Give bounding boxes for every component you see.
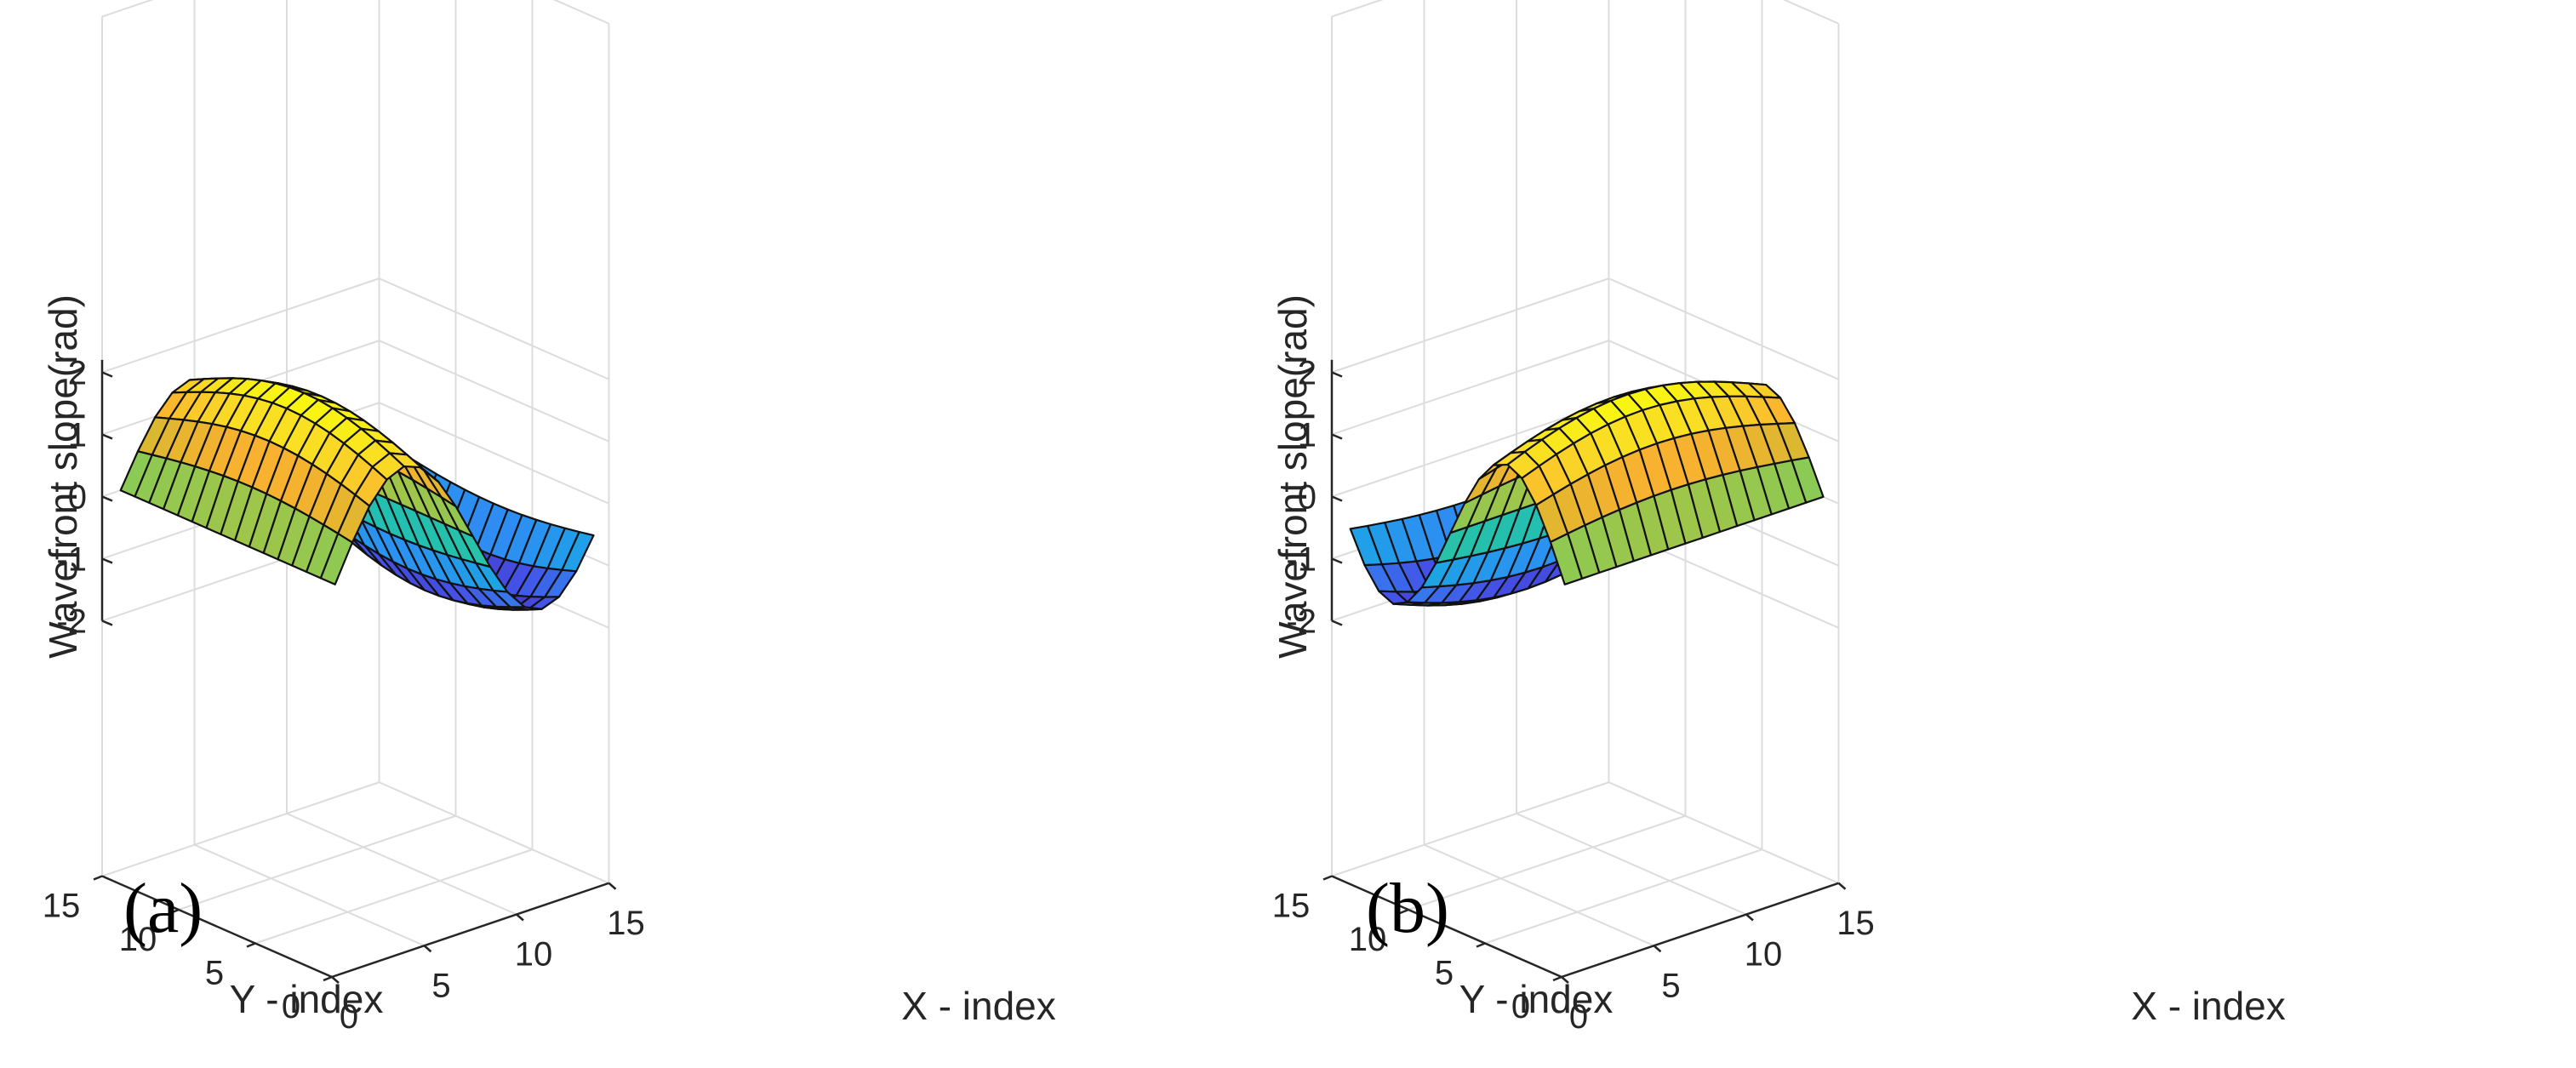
panel-b-floor-grid-y	[1331, 781, 1609, 877]
panel-b-z-tick	[1331, 433, 1343, 440]
panel-a-x-tick-label: 10	[515, 936, 553, 974]
panel-a-floor-grid-y	[254, 848, 533, 945]
panel-a-y-tick	[169, 908, 180, 915]
panel-a-z-tick	[101, 495, 113, 502]
panel-a-surface	[119, 377, 595, 611]
panel-a-x-tick-label: 0	[340, 998, 358, 1036]
panel-b-z-tick-label: 2	[1298, 355, 1317, 392]
panel-b-floor-grid-x	[1516, 813, 1747, 916]
panel-a-z-tick-label: -1	[56, 541, 87, 579]
panel-b-labels: Wavefront slope(rad) Y - index X - index…	[1271, 294, 2286, 1028]
panel-b-y-tick-label: 10	[1349, 921, 1387, 958]
panel-a-z-tick	[101, 433, 113, 440]
panel-b-floor-grid-y	[1408, 814, 1686, 911]
panel-a-z-tick-label: -2	[56, 603, 87, 641]
panel-a-x-tick	[516, 913, 524, 922]
panel-a-z-tick	[101, 371, 113, 378]
panel-b-x-axis	[1561, 882, 1839, 979]
panel-a-x-tick	[331, 976, 340, 984]
panel-a-z-tick-label: 1	[68, 417, 87, 454]
panel-b-z-tick	[1331, 557, 1343, 564]
panel-b-x-tick-label: 5	[1661, 967, 1680, 1004]
panel-b-z-tick	[1331, 371, 1343, 378]
panel-a-floor-grid-y	[178, 814, 456, 911]
panel-a-y-tick	[246, 942, 256, 948]
panel-b-x-tick	[1837, 882, 1847, 890]
panel-a-surface-cell	[319, 532, 354, 585]
panel-a-y-tick-label: 0	[282, 988, 300, 1025]
panel-b-z-axis-label: Wavefront slope(rad)	[1271, 294, 1315, 659]
panel-b-z-tick-label: 1	[1298, 417, 1317, 454]
panel-a-x-tick	[608, 882, 617, 890]
panel-a-y-tick	[93, 875, 103, 881]
panel-b: 0 5 10 15 0 5 10 15 -2 -1 0 1 2 Wavefront slope(rad)…	[1271, 0, 2286, 1036]
panel-a-x-tick-label: 5	[431, 967, 450, 1004]
panel-b-floor-grid-y	[1484, 848, 1762, 945]
panel-a-z-axis-label: Wavefront slope(rad)	[41, 294, 85, 659]
panel-a-x-tick	[423, 945, 432, 953]
panel-b-z-tick-label: -1	[1286, 541, 1317, 579]
panel-a-floor-grid-x	[379, 781, 609, 884]
panel-b-y-tick-label: 15	[1272, 888, 1311, 925]
panel-a-x-axis-label: X - index	[901, 984, 1056, 1028]
panel-a-floor-grid-x	[286, 813, 517, 916]
panel-a-y-tick	[323, 975, 333, 982]
panel-a-labels: Wavefront slope(rad) Y - index X - index…	[41, 294, 1056, 1028]
panel-b-y-tick	[1399, 908, 1409, 915]
panel-a-z-tick-label: 2	[68, 355, 87, 392]
panel-b-label: (b)	[1366, 869, 1449, 948]
panel-b-x-tick-label: 10	[1745, 936, 1783, 974]
panel-a-z-tick-label: 0	[68, 479, 87, 517]
panel-a-floor-grid-x	[194, 843, 425, 947]
panel-b-x-tick	[1561, 976, 1569, 984]
panel-b-floor-grid-x	[1424, 843, 1654, 947]
panel-b-y-tick	[1552, 975, 1562, 982]
panel-b-z-tick-label: 0	[1298, 479, 1317, 517]
panel-b-y-tick-label: 5	[1435, 955, 1454, 992]
panel-b-x-axis-label: X - index	[2131, 984, 2286, 1028]
panel-b-z-tick	[1331, 495, 1343, 502]
panel-a-y-tick-label: 15	[43, 888, 81, 925]
panel-a-z-tick	[101, 620, 113, 626]
panel-b-y-tick-label: 0	[1511, 988, 1530, 1025]
panel-b-z-tick-label: -2	[1286, 603, 1317, 641]
panel-b-axes: 0 5 10 15 0 5 10 15 -2 -1 0 1 2	[1272, 355, 1875, 1037]
panel-a-floor-grid-y	[101, 781, 380, 877]
panel-a-x-axis	[331, 882, 609, 979]
panel-a-y-tick-label: 5	[205, 955, 224, 992]
panel-a: 0 5 10 15 0 5 10 15 -2 -1 0 1 2 Wavefront slope(rad)…	[41, 0, 1056, 1036]
panel-b-y-tick	[1476, 942, 1486, 948]
panel-b-x-tick	[1653, 945, 1662, 953]
panel-b-surface	[1349, 380, 1825, 607]
panel-b-y-tick	[1322, 875, 1333, 881]
panel-b-x-tick-label: 0	[1569, 998, 1588, 1036]
panel-a-axes: 0 5 10 15 0 5 10 15 -2 -1 0 1 2	[43, 355, 645, 1037]
panel-b-x-tick-label: 15	[1836, 905, 1875, 942]
panel-a-wall-grid-z	[101, 277, 609, 380]
panel-a-y-tick-label: 10	[119, 921, 157, 958]
panel-b-x-tick	[1745, 913, 1754, 922]
panel-a-x-tick-label: 15	[607, 905, 645, 942]
panel-a-label: (a)	[123, 869, 203, 948]
panel-b-z-tick	[1331, 620, 1343, 626]
panel-b-y-axis-label: Y - index	[1459, 977, 1614, 1021]
panel-b-surface-cell	[1549, 532, 1584, 585]
panel-b-wall-grid-z	[1331, 277, 1839, 380]
panel-b-y-axis	[1331, 875, 1562, 979]
panel-a-y-axis-label: Y - index	[230, 977, 384, 1021]
panel-b-floor-grid-x	[1608, 781, 1839, 884]
panel-a-z-tick	[101, 557, 113, 564]
panel-a-y-axis	[101, 875, 333, 979]
